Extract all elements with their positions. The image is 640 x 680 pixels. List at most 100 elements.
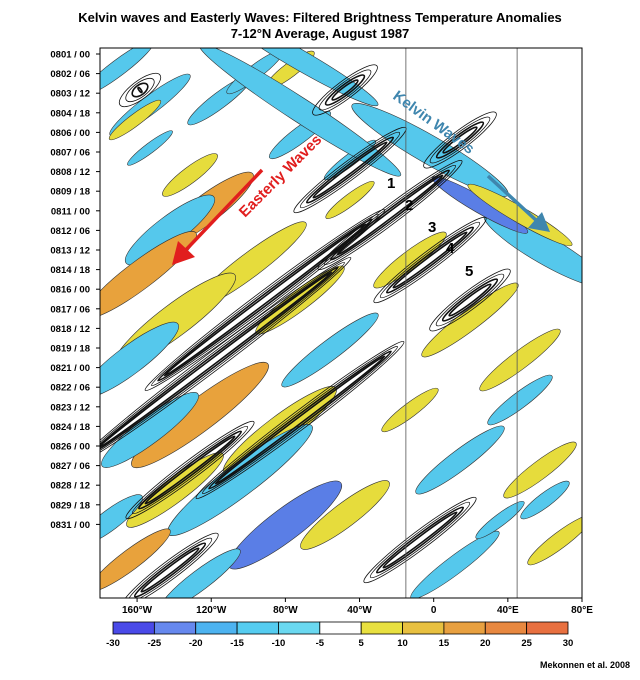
contour-line-10-1	[318, 69, 372, 111]
y-tick-label-3: 0804 / 18	[50, 108, 90, 119]
anomaly-blob-32	[503, 441, 577, 499]
contour-line-6-1	[202, 345, 398, 495]
anomaly-blob-26	[300, 480, 390, 550]
y-tick-label-21: 0827 / 06	[50, 461, 90, 472]
anomaly-blob-39	[325, 181, 375, 219]
y-tick-label-15: 0819 / 18	[50, 344, 90, 355]
contour-line-7-1	[131, 425, 249, 515]
contour-group-10	[312, 64, 378, 116]
colorbar-tick-9: 20	[480, 638, 491, 649]
contour-line-1-1	[323, 164, 457, 266]
contour-line-11-0	[118, 72, 162, 108]
anomaly-blob-36	[475, 501, 525, 539]
x-tick-label-6: 80°E	[571, 605, 593, 616]
contour-line-12-1	[429, 116, 491, 164]
contour-group-12	[423, 111, 497, 169]
anomaly-blob-8	[162, 153, 218, 197]
contour-line-7-2	[137, 430, 243, 510]
contour-group-0	[293, 126, 407, 214]
contour-line-7-3	[144, 435, 236, 505]
y-tick-label-1: 0802 / 06	[50, 69, 90, 80]
y-tick-label-2: 0803 / 12	[50, 89, 90, 100]
contour-group-4	[144, 209, 386, 391]
contour-line-0-2	[305, 136, 395, 204]
anomaly-blob-0	[100, 48, 155, 97]
x-tick-label-2: 80°W	[273, 605, 298, 616]
colorbar-box-9	[484, 621, 528, 635]
contour-line-8-2	[133, 542, 207, 598]
y-tick-label-23: 0829 / 18	[50, 500, 90, 511]
contour-line-12-2	[435, 121, 485, 159]
anomaly-blob-27	[100, 528, 171, 592]
colorbar-box-3	[236, 621, 279, 635]
wave-number-2: 2	[405, 197, 413, 214]
contour-line-2-0	[373, 216, 487, 304]
colorbar-tick-2: -20	[189, 638, 203, 649]
colorbar-tick-8: 15	[439, 638, 450, 649]
colorbar-tick-4: -10	[272, 638, 286, 649]
anomaly-blob-29	[100, 494, 143, 546]
y-tick-label-16: 0821 / 00	[50, 363, 90, 374]
y-tick-label-24: 0831 / 00	[50, 520, 90, 531]
contour-line-8-0	[121, 532, 219, 598]
colorbar-box-5	[319, 621, 362, 635]
contour-line-4-3	[163, 223, 367, 377]
contour-line-9-2	[375, 506, 465, 574]
contour-group-7	[125, 420, 255, 520]
contour-group-3	[429, 268, 511, 332]
anomaly-blob-18	[421, 282, 519, 358]
y-tick-label-4: 0806 / 00	[50, 128, 90, 139]
colorbar-box-10	[526, 621, 569, 635]
contour-line-0-3	[312, 141, 388, 199]
colorbar-box-4	[278, 621, 321, 635]
contour-line-11-1	[125, 77, 155, 103]
colorbar-tick-1: -25	[147, 638, 161, 649]
x-tick-label-3: 40°W	[347, 605, 372, 616]
contour-line-12-0	[423, 111, 497, 169]
credit-text: Mekonnen et al. 2008	[539, 660, 630, 670]
chart-subtitle: 7-12°N Average, August 1987	[230, 26, 410, 41]
colorbar-tick-3: -15	[230, 638, 244, 649]
anomaly-blob-19	[479, 328, 561, 392]
contour-line-9-1	[369, 501, 471, 579]
anomaly-blob-16	[281, 312, 379, 388]
y-tick-label-17: 0822 / 06	[50, 383, 90, 394]
colorbar-box-8	[443, 621, 486, 635]
contour-line-6-3	[214, 355, 386, 485]
contour-line-8-3	[140, 547, 200, 593]
x-tick-label-1: 120°W	[196, 605, 227, 616]
contour-group-1	[317, 159, 463, 271]
anomaly-blob-31	[487, 374, 553, 426]
y-tick-label-11: 0814 / 18	[50, 265, 90, 276]
colorbar-tick-11: 30	[563, 638, 574, 649]
y-tick-label-7: 0809 / 18	[50, 187, 90, 198]
contour-group-9	[363, 496, 477, 584]
contour-line-6-2	[208, 350, 392, 490]
contour-line-3-2	[441, 278, 499, 322]
colorbar-tick-7: 10	[397, 638, 408, 649]
easterly-arrow-shaft	[180, 168, 264, 256]
colorbar-tick-10: 25	[521, 638, 532, 649]
y-tick-label-14: 0818 / 12	[50, 324, 90, 335]
y-tick-label-18: 0823 / 12	[50, 402, 90, 413]
x-tick-label-5: 40°E	[497, 605, 519, 616]
anomaly-blob-33	[527, 514, 582, 566]
contour-line-4-1	[151, 213, 379, 387]
y-tick-label-12: 0816 / 00	[50, 285, 90, 296]
kelvin-arrow-head	[528, 212, 550, 232]
y-tick-label-10: 0813 / 12	[50, 246, 90, 257]
contour-line-9-3	[382, 511, 458, 569]
contour-group-11	[118, 72, 162, 108]
contour-line-2-2	[385, 226, 475, 294]
contour-line-2-1	[379, 221, 481, 299]
anomaly-blob-14	[100, 321, 179, 399]
anomaly-blob-12	[100, 231, 197, 319]
contour-line-2-3	[392, 231, 468, 289]
colorbar-tick-6: 5	[359, 638, 365, 649]
easterly-arrow-head	[172, 241, 195, 265]
contour-line-1-0	[317, 159, 463, 271]
kelvin-blob-4	[198, 48, 402, 177]
contour-group-5	[100, 257, 352, 463]
anomaly-blob-6	[127, 130, 173, 166]
